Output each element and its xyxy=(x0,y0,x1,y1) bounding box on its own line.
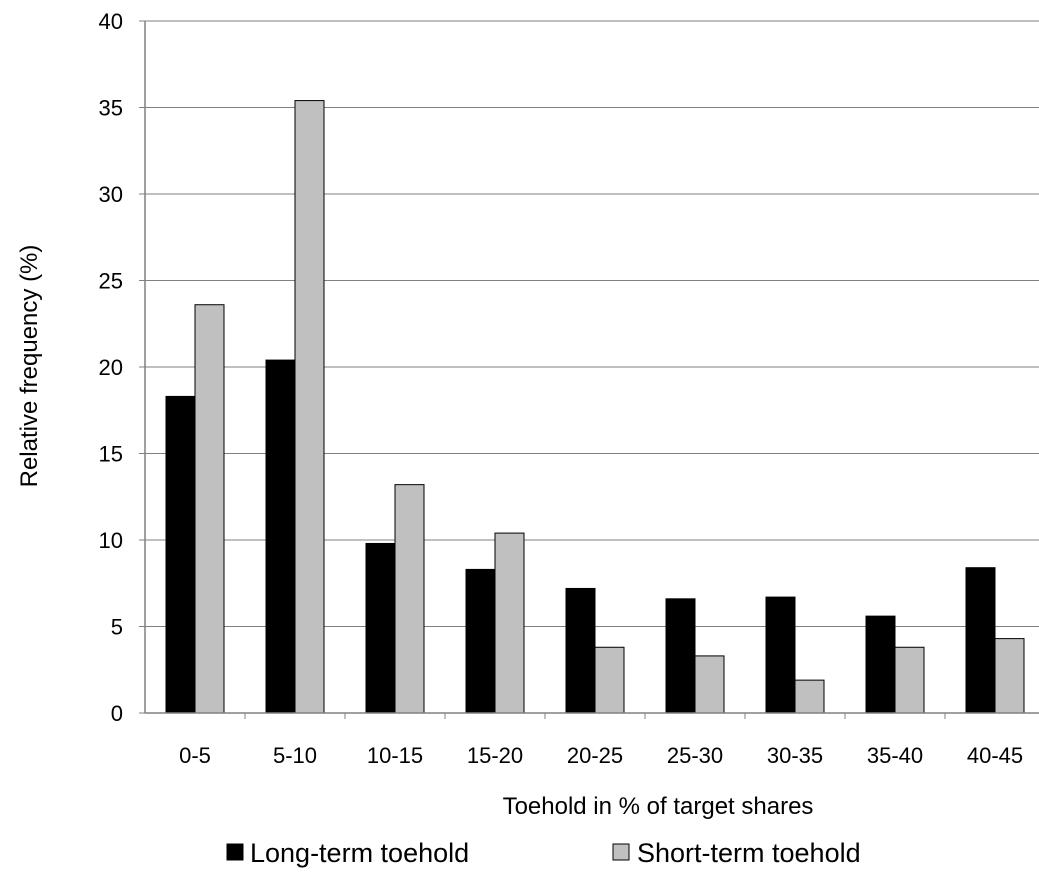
x-tick-label: 15-20 xyxy=(467,743,523,768)
bar-short-term xyxy=(894,646,925,714)
y-tick-label: 20 xyxy=(99,355,123,380)
legend-label-long-term: Long-term toehold xyxy=(250,838,469,868)
x-tick-label: 40-45 xyxy=(967,743,1023,768)
y-tick-label: 25 xyxy=(99,269,123,294)
bar-long-term xyxy=(265,359,296,714)
bar-long-term xyxy=(765,596,796,714)
y-tick-label: 40 xyxy=(99,9,123,34)
bar-short-term xyxy=(794,679,825,714)
bar-long-term xyxy=(965,567,996,714)
x-tick-label: 20-25 xyxy=(567,743,623,768)
x-tick-label: 5-10 xyxy=(273,743,317,768)
legend-label-short-term: Short-term toehold xyxy=(637,838,861,868)
axes xyxy=(139,20,1039,719)
bar-long-term xyxy=(165,395,196,714)
y-tick-label: 35 xyxy=(99,96,123,121)
x-tick-labels: 0-5 5-10 10-15 15-20 20-25 25-30 30-35 35-40 40-… xyxy=(179,743,1023,768)
x-tick-label: 10-15 xyxy=(367,743,423,768)
bar-short-term xyxy=(494,532,525,714)
bar-long-term xyxy=(565,587,596,714)
x-tick-label: 25-30 xyxy=(667,743,723,768)
legend: Long-term toehold Short-term toehold xyxy=(226,838,861,868)
x-axis-title: Toehold in % of target shares xyxy=(503,793,814,820)
bars xyxy=(165,100,1025,714)
y-tick-labels: 0 5 10 15 20 25 30 35 40 xyxy=(99,9,123,726)
bar-long-term xyxy=(365,542,396,714)
y-tick-label: 0 xyxy=(111,701,123,726)
y-axis-title: Relative frequency (%) xyxy=(16,245,43,488)
x-tick-label: 35-40 xyxy=(867,743,923,768)
bar-long-term xyxy=(465,568,496,714)
bar-short-term xyxy=(994,638,1025,714)
y-tick-label: 5 xyxy=(111,615,123,640)
y-tick-label: 30 xyxy=(99,182,123,207)
legend-swatch-long-term xyxy=(226,843,244,861)
y-tick-label: 10 xyxy=(99,528,123,553)
bar-short-term xyxy=(594,646,625,714)
bar-short-term xyxy=(194,304,225,714)
legend-swatch-short-term xyxy=(612,843,630,861)
bar-long-term xyxy=(865,615,896,714)
bar-long-term xyxy=(665,598,696,714)
bar-short-term xyxy=(294,100,325,714)
y-tick-label: 15 xyxy=(99,442,123,467)
bar-short-term xyxy=(694,655,725,714)
bar-short-term xyxy=(394,484,425,714)
x-tick-label: 0-5 xyxy=(179,743,211,768)
x-tick-label: 30-35 xyxy=(767,743,823,768)
